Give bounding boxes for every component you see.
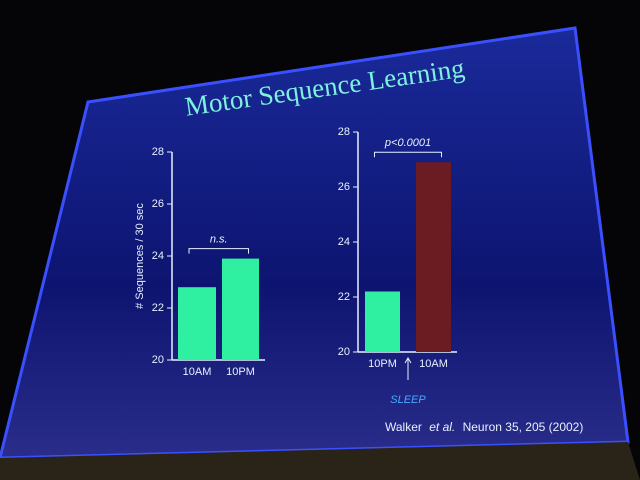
citation-journal: Neuron 35, 205 (2002) (463, 420, 584, 434)
y-tick-label: 22 (152, 302, 164, 314)
annotation: p<0.0001 (384, 137, 431, 149)
y-tick-label: 22 (338, 291, 350, 303)
y-tick-label: 24 (338, 236, 350, 248)
significance-bracket (374, 151, 442, 158)
citation-author: Walker (385, 420, 422, 434)
y-tick-label: 26 (152, 198, 164, 210)
y-tick-label: 28 (152, 146, 164, 158)
bar (222, 258, 259, 360)
citation: Walker et al. Neuron 35, 205 (2002) (385, 420, 583, 434)
y-tick-label: 26 (338, 181, 350, 193)
x-tick-label: 10PM (368, 358, 397, 370)
bar (365, 291, 400, 352)
note: SLEEP (390, 394, 426, 406)
x-tick-label: 10AM (183, 366, 212, 378)
x-tick-label: 10PM (226, 366, 255, 378)
y-tick-label: 24 (152, 250, 164, 262)
significance-bracket (188, 248, 249, 254)
bar (178, 287, 216, 360)
y-tick-label: 20 (338, 346, 350, 358)
floor (0, 442, 640, 480)
y-tick-label: 20 (152, 354, 164, 366)
annotation: n.s. (210, 234, 228, 246)
y-tick-label: 28 (338, 126, 350, 138)
sleep-arrow (404, 357, 412, 380)
x-tick-label: 10AM (419, 358, 448, 370)
y-axis-label: # Sequences / 30 sec (134, 203, 146, 309)
citation-etal: et al. (429, 420, 455, 434)
bar (416, 162, 451, 352)
